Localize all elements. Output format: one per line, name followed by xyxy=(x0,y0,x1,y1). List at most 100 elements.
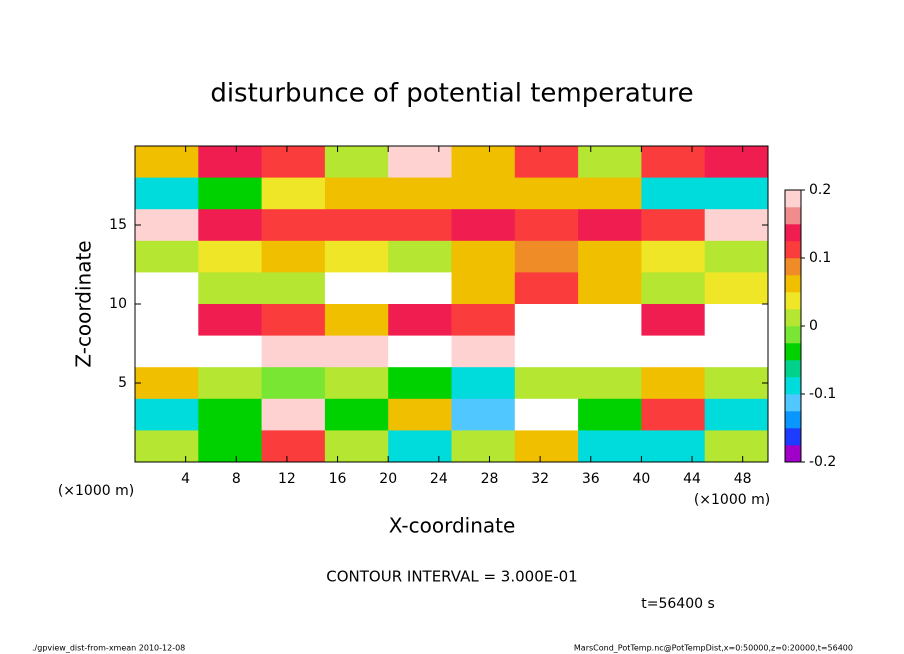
colorbar-swatch xyxy=(785,343,801,361)
heat-cell xyxy=(578,272,642,305)
heat-cell xyxy=(514,240,579,273)
footer-right: MarsCond_PotTemp.nc@PotTempDist,x=0:5000… xyxy=(574,644,853,653)
time-note: t=56400 s xyxy=(641,596,715,612)
heat-cell xyxy=(198,272,263,305)
heat-cell xyxy=(198,209,263,242)
heat-cell xyxy=(388,272,452,305)
colorbar-swatch xyxy=(785,411,801,429)
heat-cell xyxy=(324,335,389,368)
heat-cell xyxy=(641,209,706,242)
y-tick-label: 10 xyxy=(109,296,127,312)
heat-cell xyxy=(451,272,516,305)
heat-cell xyxy=(641,272,706,305)
heat-cell xyxy=(451,209,516,242)
x-tick-label: 28 xyxy=(481,471,499,487)
x-tick-label: 24 xyxy=(430,471,448,487)
heat-cell xyxy=(261,272,326,305)
colorbar-swatch xyxy=(785,360,801,378)
heat-cell xyxy=(198,304,263,337)
heat-cell xyxy=(641,146,706,179)
colorbar-swatch xyxy=(785,309,801,327)
heat-cell xyxy=(578,398,642,431)
heat-cell xyxy=(261,335,326,368)
heat-cell xyxy=(704,240,769,273)
heat-cell xyxy=(704,335,769,368)
y-unit: (×1000 m) xyxy=(58,483,134,499)
heat-cell xyxy=(578,209,642,242)
x-axis-label: X-coordinate xyxy=(389,514,516,538)
heat-cell xyxy=(451,177,516,210)
heat-cell xyxy=(261,146,326,179)
heat-cell xyxy=(388,146,452,179)
heat-cell xyxy=(324,240,389,273)
x-tick-label: 36 xyxy=(582,471,600,487)
heat-cell xyxy=(261,398,326,431)
heat-cell xyxy=(704,272,769,305)
colorbar-tick-label: -0.2 xyxy=(809,454,836,470)
colorbar-swatch xyxy=(785,275,801,293)
colorbar-swatch xyxy=(785,241,801,259)
heat-cell xyxy=(388,304,452,337)
x-tick-label: 20 xyxy=(379,471,397,487)
heat-cell xyxy=(514,304,579,337)
colorbar-swatch xyxy=(785,207,801,225)
colorbar-tick-label: 0.1 xyxy=(809,250,831,266)
heat-cell xyxy=(135,272,199,305)
heat-cell xyxy=(135,177,199,210)
heat-cell xyxy=(261,304,326,337)
y-axis-label: Z-coordinate xyxy=(72,240,96,367)
colorbar-swatch xyxy=(785,428,801,446)
heat-cell xyxy=(324,209,389,242)
heat-cell xyxy=(451,335,516,368)
heat-cell xyxy=(198,335,263,368)
heat-cell xyxy=(514,209,579,242)
heat-cell xyxy=(261,367,326,400)
heat-cell xyxy=(324,367,389,400)
heat-cell xyxy=(198,430,263,463)
heat-cell xyxy=(135,335,199,368)
colorbar-swatch xyxy=(785,394,801,412)
heat-cell xyxy=(135,209,199,242)
heat-cell xyxy=(388,209,452,242)
colorbar-swatch xyxy=(785,224,801,242)
heat-cell xyxy=(578,430,642,463)
heat-cell xyxy=(135,304,199,337)
heat-cell xyxy=(641,398,706,431)
x-tick-label: 12 xyxy=(278,471,296,487)
colorbar-tick-label: 0.2 xyxy=(809,182,831,198)
heat-cell xyxy=(578,335,642,368)
heat-cell xyxy=(641,177,706,210)
heat-cell xyxy=(198,398,263,431)
heat-cell xyxy=(324,177,389,210)
heat-cell xyxy=(578,177,642,210)
heat-cell xyxy=(451,398,516,431)
x-unit: (×1000 m) xyxy=(694,492,770,508)
y-tick-label: 15 xyxy=(109,217,127,233)
x-tick-label: 40 xyxy=(632,471,650,487)
heat-cell xyxy=(704,430,769,463)
colorbar-swatch xyxy=(785,190,801,208)
heat-cell xyxy=(261,430,326,463)
heat-cell xyxy=(135,146,199,179)
heat-cell xyxy=(135,240,199,273)
heat-cell xyxy=(451,430,516,463)
heat-cell xyxy=(514,335,579,368)
heat-cell xyxy=(641,430,706,463)
heat-cell xyxy=(451,146,516,179)
colorbar-swatch xyxy=(785,292,801,310)
colorbar-swatch xyxy=(785,377,801,395)
heat-cell xyxy=(514,430,579,463)
heat-cell xyxy=(135,430,199,463)
heat-cell xyxy=(514,272,579,305)
heat-cell xyxy=(198,146,263,179)
heat-cell xyxy=(388,367,452,400)
x-tick-label: 44 xyxy=(683,471,701,487)
x-tick-label: 48 xyxy=(734,471,752,487)
x-tick-label: 8 xyxy=(232,471,241,487)
heat-cell xyxy=(704,398,769,431)
heat-cell xyxy=(451,367,516,400)
x-tick-label: 32 xyxy=(531,471,549,487)
heat-cell xyxy=(514,146,579,179)
heat-cell xyxy=(578,240,642,273)
heat-cell xyxy=(641,335,706,368)
